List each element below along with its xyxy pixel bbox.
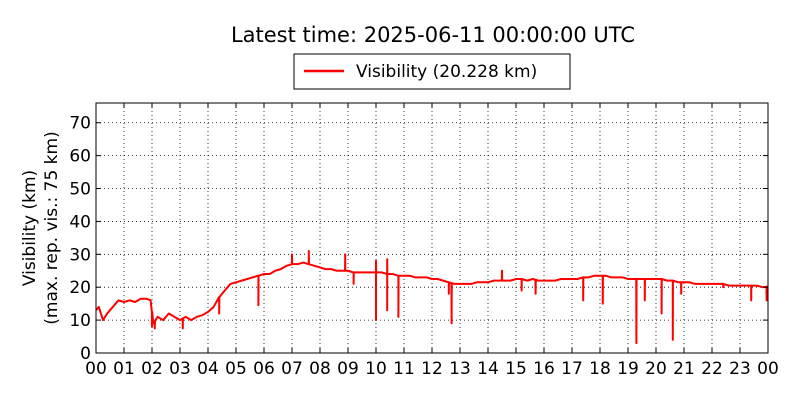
x-tick-label: 14 <box>477 359 499 379</box>
x-tick-label: 00 <box>757 359 779 379</box>
y-tick-label: 0 <box>80 344 91 364</box>
grid-lines <box>96 103 768 353</box>
x-tick-label: 03 <box>169 359 191 379</box>
x-tick-label: 19 <box>617 359 639 379</box>
x-tick-label: 13 <box>449 359 471 379</box>
legend-label: Visibility (20.228 km) <box>356 62 537 82</box>
y-tick-label: 60 <box>69 147 91 167</box>
x-tick-label: 05 <box>225 359 247 379</box>
x-tick-label: 04 <box>197 359 219 379</box>
y-tick-label: 10 <box>69 311 91 331</box>
y-axis-label: Visibility (km) <box>20 170 40 286</box>
x-tick-label: 12 <box>421 359 443 379</box>
y-tick-label: 20 <box>69 278 91 298</box>
legend: Visibility (20.228 km) <box>293 53 571 90</box>
x-tick-label: 17 <box>561 359 583 379</box>
y-tick-label: 50 <box>69 180 91 200</box>
x-tick-label: 01 <box>113 359 135 379</box>
plot-series <box>95 250 769 345</box>
x-tick-label: 16 <box>533 359 555 379</box>
x-tick-label: 10 <box>365 359 387 379</box>
x-tick-label: 11 <box>393 359 415 379</box>
x-tick-label: 18 <box>589 359 611 379</box>
y-tick-label: 40 <box>69 212 91 232</box>
y-tick-label: 70 <box>69 114 91 134</box>
x-tick-label: 23 <box>729 359 751 379</box>
x-tick-label: 20 <box>645 359 667 379</box>
chart-title: Latest time: 2025-06-11 00:00:00 UTC <box>231 23 635 47</box>
x-tick-label: 21 <box>673 359 695 379</box>
x-tick-label: 22 <box>701 359 723 379</box>
y-tick-label: 30 <box>69 245 91 265</box>
x-tick-label: 07 <box>281 359 303 379</box>
x-axis-ticks: 00 01 02 03 04 05 06 07 08 09 10 11 12 13 14 15 16 17 18 19… <box>85 103 779 379</box>
x-tick-label: 09 <box>337 359 359 379</box>
x-tick-label: 00 <box>85 359 107 379</box>
x-tick-label: 15 <box>505 359 527 379</box>
y-axis-label-secondary: (max. rep. vis.: 75 km) <box>42 131 62 324</box>
x-tick-label: 06 <box>253 359 275 379</box>
visibility-series-line <box>95 250 769 345</box>
x-tick-label: 08 <box>309 359 331 379</box>
y-axis-ticks: 0 10 20 30 40 50 60 70 <box>69 114 768 364</box>
x-tick-label: 02 <box>141 359 163 379</box>
